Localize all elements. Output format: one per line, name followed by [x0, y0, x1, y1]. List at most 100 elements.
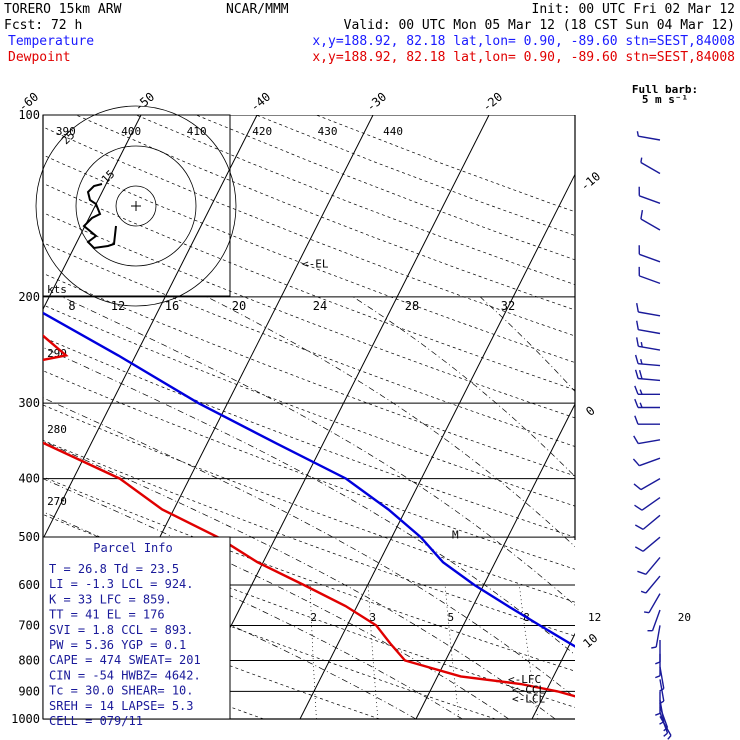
- theta-left-label: 270: [47, 495, 67, 508]
- isotherm: [183, 115, 490, 719]
- wind-barb: [655, 653, 661, 679]
- hodograph-speed-label: 28: [405, 299, 419, 313]
- barb-flag: [640, 209, 644, 220]
- wind-barb: [651, 625, 661, 649]
- valid-time: Valid: 00 UTC Mon 05 Mar 12 (18 CST Sun …: [344, 18, 735, 33]
- mixing-ratio-line: [674, 585, 702, 719]
- dry-adiabat: [43, 242, 575, 447]
- wind-barb: [638, 266, 661, 285]
- wind-barb: [647, 609, 661, 632]
- barb-staff: [659, 716, 672, 736]
- parcel-info-background: [42, 536, 231, 720]
- wind-barb: [640, 575, 661, 594]
- mixing-ratio-label: 20: [678, 611, 691, 624]
- isotherm: [415, 403, 575, 719]
- isotherm: [299, 173, 575, 719]
- moist-adiabat: [43, 478, 509, 719]
- barb-flag: [633, 483, 642, 491]
- wind-barb: [636, 302, 661, 317]
- theta-label: 440: [383, 125, 403, 138]
- wind-barb: [634, 415, 660, 425]
- wind-barb: [640, 157, 661, 175]
- barb-flag: [636, 337, 639, 347]
- barb-flag: [634, 385, 639, 395]
- barb-legend-line2: 5 m s⁻¹: [642, 93, 688, 106]
- moist-adiabat: [43, 346, 575, 656]
- barb-staff: [639, 275, 661, 285]
- wind-barb: [643, 593, 661, 614]
- background-lines: [43, 115, 740, 719]
- pressure-tick-label: 100: [18, 108, 40, 122]
- annotations: <-EL <-LFC<-CCL<-LCL M: [302, 257, 545, 705]
- wind-barbs: [632, 131, 672, 740]
- pressure-tick-label: 300: [18, 396, 40, 410]
- barb-staff: [648, 593, 661, 614]
- wind-barb: [655, 640, 661, 665]
- level-annotation: <-LFC: [508, 673, 541, 686]
- isotherm-label: -40: [248, 90, 274, 115]
- parcel-info-row: CAPE = 474 SWEAT= 201: [49, 653, 201, 667]
- moist-adiabat: [61, 296, 575, 606]
- center-label: NCAR/MMM: [226, 2, 289, 17]
- barb-flag: [643, 611, 650, 614]
- barb-staff: [642, 514, 661, 530]
- barb-legend-line1: Full barb:: [632, 83, 698, 96]
- barb-staff: [639, 457, 661, 467]
- barb-flag: [640, 590, 647, 594]
- dry-adiabat: [43, 304, 575, 507]
- barb-flag: [634, 354, 639, 364]
- parcel-info-row: T = 26.8 Td = 23.5: [49, 562, 179, 576]
- hodograph-speed-label: 32: [501, 299, 515, 313]
- dewpoint-location: x,y=188.92, 82.18 lat,lon= 0.90, -89.60 …: [312, 50, 735, 65]
- wind-barb: [640, 209, 661, 231]
- isotherm: [648, 115, 740, 719]
- wind-barb: [636, 131, 661, 141]
- theta-label: 410: [187, 125, 207, 138]
- dry-adiabat: [43, 593, 380, 719]
- parcel-info-row: TT = 41 EL = 176: [49, 608, 165, 622]
- dry-adiabat: [43, 439, 575, 637]
- mixing-ratio-label: 5: [448, 611, 455, 624]
- barb-staff: [659, 679, 665, 702]
- hodograph-speed-label: 12: [111, 299, 125, 313]
- wind-barb: [659, 716, 672, 740]
- isotherm-label: -50: [132, 90, 158, 115]
- dry-adiabat: [43, 336, 575, 538]
- wind-barb: [638, 245, 661, 263]
- mixing-ratio-line: [367, 584, 379, 719]
- wind-barb: [634, 536, 661, 552]
- barb-staff: [639, 195, 661, 204]
- barb-staff: [641, 497, 661, 511]
- hodograph-ring: [75, 145, 197, 267]
- wind-barb: [634, 354, 661, 367]
- barb-flag: [640, 359, 643, 365]
- dry-adiabat: [43, 476, 575, 672]
- temperature-profile: [43, 311, 575, 648]
- dry-adiabat: [43, 273, 575, 477]
- parcel-info-row: PW = 5.36 YGP = 0.1: [49, 638, 186, 652]
- moist-adiabat: [479, 296, 575, 392]
- parcel-info-row: LI = -1.3 LCL = 924.: [49, 577, 194, 591]
- barb-flag: [632, 458, 640, 467]
- mixing-ratio-label: 3: [369, 611, 376, 624]
- wind-barb: [634, 514, 661, 531]
- barb-staff: [640, 161, 661, 175]
- barb-staff: [645, 575, 661, 594]
- barb-flag: [639, 389, 643, 395]
- barb-flag: [634, 524, 644, 531]
- dry-adiabat: [256, 115, 575, 236]
- pressure-tick-label: 800: [18, 653, 40, 667]
- parcel-info-row: Tc = 30.0 SHEAR= 10.: [49, 684, 194, 698]
- wind-barb: [633, 435, 661, 445]
- parcel-info-row: K = 33 LFC = 859.: [49, 592, 172, 606]
- model-label: TORERO 15km ARW: [4, 2, 122, 17]
- barb-staff: [638, 311, 661, 317]
- barb-staff: [638, 329, 661, 335]
- temperature-legend-label: Temperature: [8, 34, 94, 49]
- mixing-ratio-label: 2: [310, 611, 317, 624]
- hodograph-ring: [115, 185, 157, 227]
- barb-staff: [645, 556, 661, 575]
- isotherm: [43, 115, 142, 311]
- barb-staff: [640, 218, 661, 231]
- barb-flag: [638, 370, 643, 379]
